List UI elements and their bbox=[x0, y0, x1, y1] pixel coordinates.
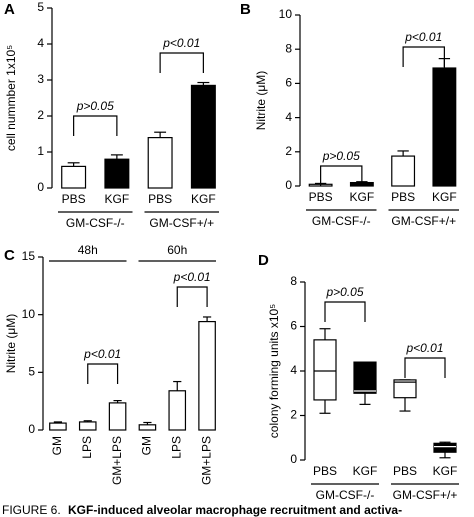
box bbox=[353, 361, 377, 394]
bar bbox=[391, 155, 416, 187]
bar bbox=[168, 390, 187, 431]
x-tick-label: KGF bbox=[105, 192, 130, 206]
panel-label: B bbox=[240, 1, 251, 18]
y-tick-label: 10 bbox=[22, 307, 36, 321]
y-tick-label: 4 bbox=[37, 36, 44, 50]
caption-text: KGF-induced alveolar macrophage recruitm… bbox=[68, 503, 402, 517]
y-tick-label: 5 bbox=[37, 0, 44, 14]
caption-label: FIGURE 6. bbox=[2, 503, 61, 517]
significance-bracket bbox=[176, 286, 208, 307]
group-label: 48h bbox=[78, 243, 98, 257]
box bbox=[393, 379, 417, 399]
y-tick-label: 6 bbox=[290, 319, 297, 333]
y-tick-label: 4 bbox=[285, 110, 292, 124]
y-tick-label: 3 bbox=[37, 72, 44, 86]
box bbox=[313, 339, 337, 401]
significance-bracket bbox=[324, 301, 366, 322]
y-axis-label: cell nummber 1x10⁵ bbox=[4, 45, 18, 151]
x-tick-label: GM bbox=[50, 436, 64, 455]
group-label: GM-CSF-/- bbox=[316, 488, 375, 502]
y-axis-label: colony forming units x10⁵ bbox=[267, 304, 281, 438]
significance-label: p<0.01 bbox=[83, 347, 121, 361]
y-axis-label: Nitrite (μM) bbox=[4, 314, 18, 374]
group-label: GM-CSF-/- bbox=[66, 216, 125, 230]
y-tick-label: 5 bbox=[28, 365, 35, 379]
x-tick-label: LPS bbox=[80, 436, 94, 459]
significance-label: p<0.01 bbox=[404, 30, 442, 44]
y-tick-label: 6 bbox=[285, 76, 292, 90]
x-tick-label: KGF bbox=[353, 464, 378, 478]
y-tick-label: 2 bbox=[37, 108, 44, 122]
x-tick-label: GM+LPS bbox=[110, 436, 124, 485]
group-label: GM-CSF-/- bbox=[312, 214, 371, 228]
significance-bracket bbox=[320, 165, 363, 186]
y-tick-label: 10 bbox=[279, 7, 293, 21]
x-tick-label: PBS bbox=[62, 192, 86, 206]
y-tick-label: 0 bbox=[290, 452, 297, 466]
x-tick-label: PBS bbox=[309, 190, 333, 204]
x-tick-label: KGF bbox=[350, 190, 375, 204]
significance-label: p>0.05 bbox=[325, 285, 363, 299]
panel-label: D bbox=[258, 252, 269, 269]
x-tick-label: LPS bbox=[169, 436, 183, 459]
bar bbox=[49, 422, 67, 431]
group-label: 60h bbox=[167, 243, 187, 257]
y-tick-label: 2 bbox=[290, 408, 297, 422]
x-tick-label: KGF bbox=[191, 192, 216, 206]
y-tick-label: 4 bbox=[290, 363, 297, 377]
bar bbox=[190, 84, 216, 189]
significance-bracket bbox=[402, 46, 445, 67]
significance-label: p<0.01 bbox=[162, 36, 200, 50]
x-tick-label: GM bbox=[140, 436, 154, 455]
bar bbox=[147, 137, 173, 189]
panel-label: C bbox=[4, 247, 15, 264]
significance-label: p<0.01 bbox=[173, 270, 211, 284]
y-tick-label: 1 bbox=[37, 144, 44, 158]
significance-label: p<0.01 bbox=[405, 341, 443, 355]
y-tick-label: 2 bbox=[285, 144, 292, 158]
x-tick-label: PBS bbox=[391, 190, 415, 204]
bar bbox=[198, 320, 216, 431]
y-tick-label: 15 bbox=[22, 249, 36, 263]
panel-label: A bbox=[4, 1, 15, 18]
y-tick-label: 8 bbox=[290, 274, 297, 288]
significance-bracket bbox=[87, 363, 119, 384]
group-label: GM-CSF+/+ bbox=[149, 216, 214, 230]
x-tick-label: KGF bbox=[432, 190, 457, 204]
group-label: GM-CSF+/+ bbox=[393, 488, 458, 502]
significance-label: p>0.05 bbox=[322, 149, 360, 163]
significance-bracket bbox=[73, 115, 118, 136]
bar bbox=[138, 424, 157, 431]
bar bbox=[61, 165, 87, 189]
x-tick-label: GM+LPS bbox=[199, 436, 213, 485]
significance-bracket bbox=[159, 52, 204, 73]
y-tick-label: 0 bbox=[285, 178, 292, 192]
box bbox=[433, 442, 457, 453]
y-tick-label: 0 bbox=[37, 180, 44, 194]
group-label: GM-CSF+/+ bbox=[391, 214, 456, 228]
x-tick-label: PBS bbox=[313, 464, 337, 478]
significance-bracket bbox=[404, 357, 446, 378]
significance-label: p>0.05 bbox=[76, 99, 114, 113]
x-tick-label: PBS bbox=[393, 464, 417, 478]
x-tick-label: PBS bbox=[148, 192, 172, 206]
y-axis-label: Nitrite (μM) bbox=[254, 71, 268, 131]
y-tick-label: 0 bbox=[28, 422, 35, 436]
bar bbox=[432, 67, 457, 187]
x-tick-label: KGF bbox=[433, 464, 458, 478]
bar bbox=[104, 158, 130, 189]
bar bbox=[108, 402, 127, 431]
y-tick-label: 8 bbox=[285, 41, 292, 55]
bar bbox=[78, 421, 97, 431]
